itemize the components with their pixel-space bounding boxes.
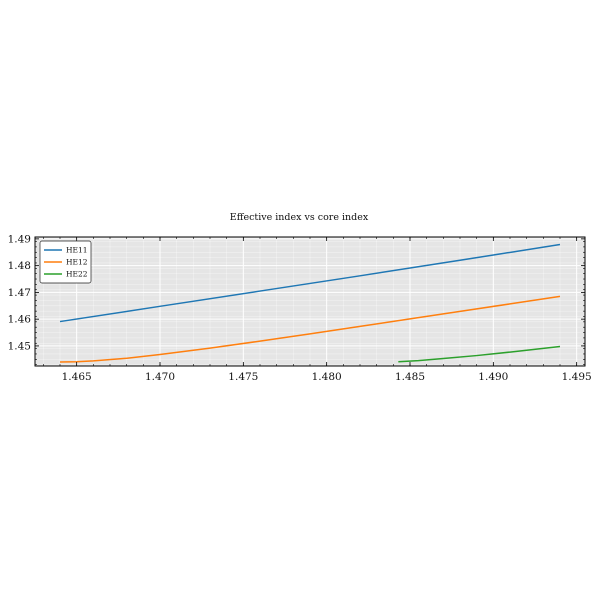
legend-label-he22: HE22	[66, 270, 88, 279]
x-tick-label: 1.485	[395, 371, 425, 383]
chart-title: Effective index vs core index	[230, 212, 369, 223]
y-tick-label: 1.48	[8, 260, 31, 272]
y-tick-label: 1.47	[8, 287, 31, 299]
legend-box	[39, 240, 92, 284]
x-tick-label: 1.480	[312, 371, 342, 383]
x-tick-label: 1.470	[145, 371, 175, 383]
y-tick-label: 1.46	[8, 314, 32, 326]
series-line-he22	[398, 345, 561, 363]
legend-label-he12: HE12	[66, 258, 88, 267]
series-line-he12	[59, 295, 561, 363]
x-tick-label: 1.495	[562, 371, 592, 383]
y-tick-label: 1.45	[8, 340, 31, 352]
x-tick-label: 1.475	[228, 371, 258, 383]
x-tick-label: 1.465	[62, 371, 92, 383]
legend-label-he11: HE11	[66, 246, 88, 255]
series-line-he11	[59, 243, 561, 323]
plot-area: 1.465 1.470 1.475 1.480 1.485 1.490 1.495 1.45 1…	[8, 233, 592, 383]
y-tick-label: 1.49	[8, 233, 31, 245]
x-tick-label: 1.490	[478, 371, 508, 383]
